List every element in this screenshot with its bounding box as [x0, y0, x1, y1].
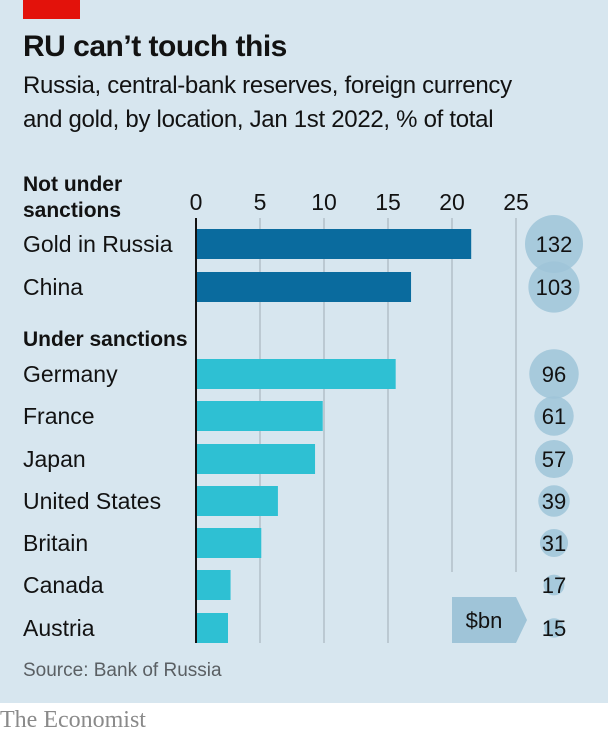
bubble-label: 57 — [542, 447, 566, 472]
bubble — [538, 485, 570, 517]
bubble-label: 61 — [542, 404, 566, 429]
x-tick-label: 0 — [190, 189, 203, 215]
x-tick-label: 5 — [254, 189, 267, 215]
chart-panel — [0, 0, 608, 703]
group-label-sanctioned: Under sanctions — [23, 328, 188, 351]
unit-callout-label: $bn — [466, 608, 503, 633]
bubble-label: 103 — [536, 275, 573, 300]
bubble — [539, 528, 569, 558]
category-label: France — [23, 403, 95, 429]
bubble — [528, 261, 580, 313]
bubble-label: 132 — [536, 232, 573, 257]
unit-callout — [452, 597, 527, 643]
bar — [196, 272, 412, 302]
category-label: United States — [23, 488, 161, 514]
bar-chart: 0 5 10 15 20 25 Not under sanctions Under sancti… — [23, 173, 583, 643]
bar — [196, 528, 262, 558]
group-label-not-sanctioned-line2: sanctions — [23, 199, 121, 222]
group-label-not-sanctioned-line1: Not under — [23, 173, 122, 196]
bar — [196, 486, 278, 516]
bubble-label: 39 — [542, 489, 566, 514]
brand-red-tag — [23, 0, 80, 19]
bar — [196, 570, 231, 600]
bubble-label: 31 — [542, 531, 566, 556]
bar — [196, 444, 316, 474]
source-note: Source: Bank of Russia — [23, 660, 222, 681]
x-tick-label: 20 — [439, 189, 465, 215]
bubble-label: 15 — [542, 616, 566, 641]
category-label: Austria — [23, 615, 95, 641]
bubble — [534, 396, 574, 436]
category-label: Britain — [23, 530, 88, 556]
bubble — [543, 574, 565, 596]
chart-subtitle-line1: Russia, central-bank reserves, foreign c… — [23, 72, 512, 99]
bubble — [544, 618, 564, 638]
x-tick-label: 10 — [311, 189, 337, 215]
bar — [196, 229, 472, 259]
x-tick-label: 25 — [503, 189, 529, 215]
bar — [196, 401, 323, 431]
bar — [196, 359, 396, 389]
category-label: Japan — [23, 446, 86, 472]
bubble — [534, 439, 574, 479]
chart-title: RU can’t touch this — [23, 30, 287, 63]
bubble-label: 96 — [542, 362, 566, 387]
category-label: China — [23, 274, 83, 300]
bubble-label: 17 — [542, 573, 566, 598]
bubble — [525, 215, 583, 273]
x-tick-label: 15 — [375, 189, 401, 215]
category-label: Germany — [23, 361, 118, 387]
category-label: Gold in Russia — [23, 231, 173, 257]
chart-subtitle-line2: and gold, by location, Jan 1st 2022, % o… — [23, 106, 494, 133]
category-label: Canada — [23, 572, 104, 598]
bubble — [529, 349, 579, 399]
economist-logo: The Economist — [0, 707, 146, 733]
bar — [196, 613, 228, 643]
